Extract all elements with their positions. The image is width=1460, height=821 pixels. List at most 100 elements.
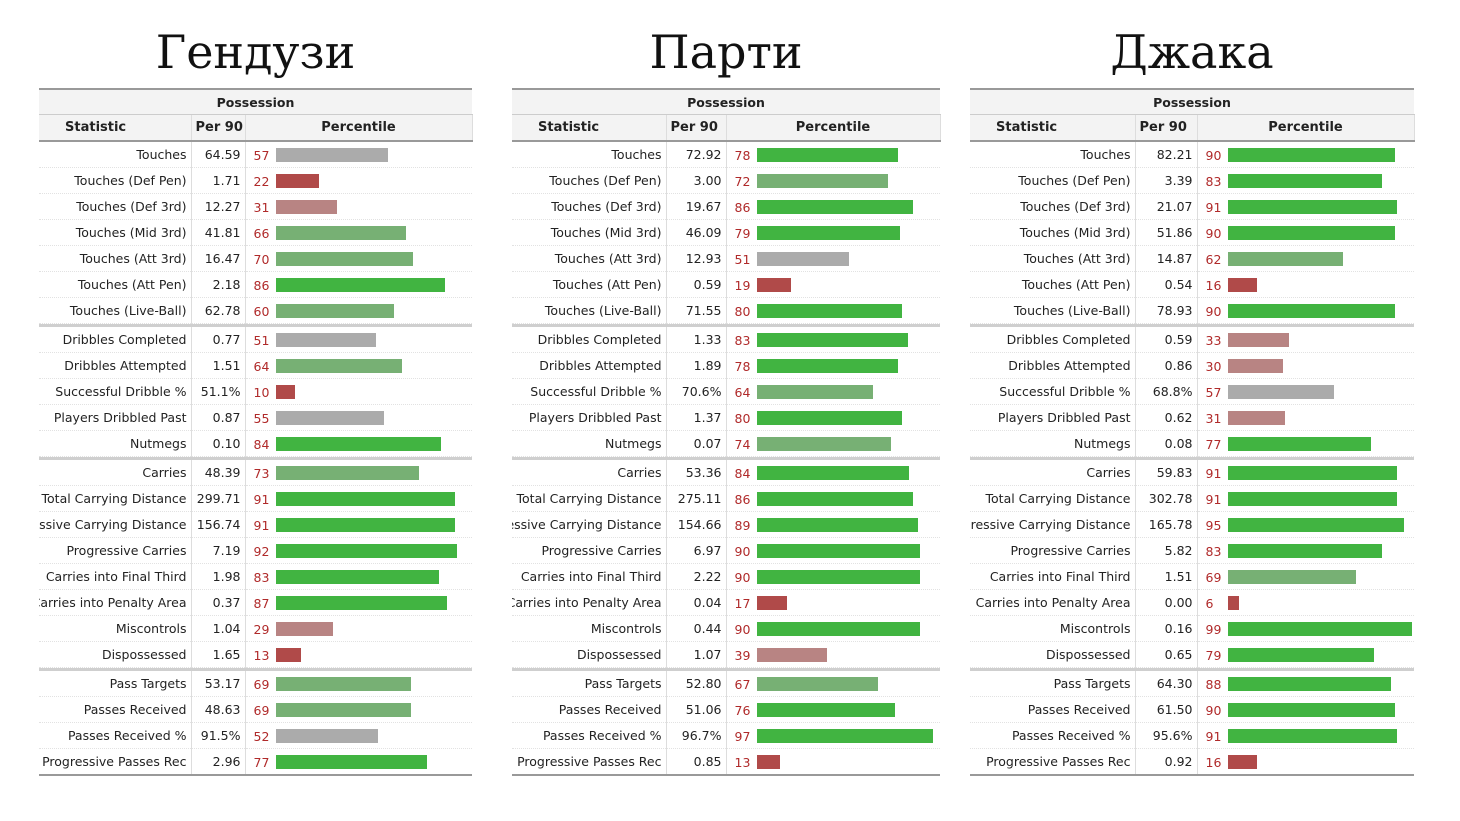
percentile-bar [275,569,439,584]
percentile-bar [756,465,910,480]
stat-row-progressive-carries: Progressive Carries 6.97 90 [512,537,940,564]
stat-label: Miscontrols [590,621,662,636]
percentile-bar [1227,595,1239,610]
percentile-bar [275,358,402,373]
percentile-value: 73 [253,465,270,481]
percentile-bar [275,595,447,610]
stat-row-touches-def-3rd: Touches (Def 3rd) 12.27 31 [39,193,472,220]
per90-value: 0.92 [1135,748,1198,776]
percentile-value: 90 [734,543,751,559]
percentile-value: 55 [253,410,270,426]
stat-label: Total Carrying Distance [516,491,662,506]
percentile-value: 80 [734,303,751,319]
percentile-bar [275,517,455,532]
per90-value: 0.87 [191,404,246,431]
percentile-value: 33 [1205,332,1222,348]
stat-label: Miscontrols [115,621,187,636]
stat-label: Touches (Mid 3rd) [550,225,662,240]
percentile-bar [1227,676,1392,691]
per90-value: 78.93 [1135,297,1198,324]
stat-row-dribbles-completed: Dribbles Completed 0.59 33 [970,327,1414,353]
per90-value: 0.62 [1135,404,1198,431]
percentile-value: 84 [734,465,751,481]
stat-row-touches: Touches 72.92 78 [512,141,940,168]
stat-row-carries-into-final-third: Carries into Final Third 1.51 69 [970,563,1414,590]
per90-value: 14.87 [1135,245,1198,272]
stat-label: Passes Received [558,702,662,717]
stat-row-carries-into-penalty-area: Carries into Penalty Area 0.00 6 [970,589,1414,616]
stat-row-passes-received: Passes Received % 95.6% 91 [970,722,1414,749]
per90-value: 1.04 [191,615,246,642]
percentile-value: 83 [734,332,751,348]
percentile-bar [1227,303,1395,318]
percentile-bar [1227,384,1334,399]
player-name-title: Джака [1110,25,1274,79]
stat-row-miscontrols: Miscontrols 0.44 90 [512,615,940,642]
per90-value: 0.00 [1135,589,1198,616]
per90-value: 64.30 [1135,671,1198,697]
stat-label: Pass Targets [584,676,662,691]
stat-row-dispossessed: Dispossessed 1.65 13 [39,641,472,668]
possession-stats-table: Possession Statistic Per 90 Percentile Touch… [39,88,473,776]
percentile-bar [1227,358,1284,373]
column-header-percentile: Percentile [726,114,941,142]
column-header-statistic: Statistic [970,114,1136,142]
percentile-value: 67 [734,676,751,692]
percentile-bar [275,303,394,318]
percentile-bar [275,728,378,743]
percentile-bar [1227,491,1397,506]
stat-label: Dribbles Completed [62,332,187,347]
percentile-bar [756,754,781,769]
per90-value: 156.74 [191,511,246,538]
stat-row-dribbles-completed: Dribbles Completed 0.77 51 [39,327,472,353]
stat-label: Successful Dribble % [55,384,187,399]
stat-label: Progressive Passes Rec [986,754,1131,769]
percentile-bar [1227,199,1397,214]
stat-label: Dribbles Attempted [1008,358,1131,373]
per90-value: 21.07 [1135,193,1198,220]
per90-value: 41.81 [191,219,246,246]
stat-row-carries-into-final-third: Carries into Final Third 1.98 83 [39,563,472,590]
stat-row-pass-targets: Pass Targets 64.30 88 [970,671,1414,697]
percentile-bar [275,491,455,506]
per90-value: 0.37 [191,589,246,616]
per90-value: 2.22 [666,563,727,590]
per90-value: 2.96 [191,748,246,776]
player-name-title: Парти [649,25,803,79]
per90-value: 72.92 [666,141,727,168]
stat-row-successful-dribble: Successful Dribble % 51.1% 10 [39,378,472,405]
percentile-value: 86 [253,277,270,293]
percentile-bar [756,676,879,691]
percentile-value: 17 [734,595,751,611]
stat-label: Carries [617,465,662,480]
percentile-bar [1227,728,1397,743]
stat-row-carries: Carries 48.39 73 [39,460,472,486]
stat-label: Passes Received [1027,702,1131,717]
per90-value: 0.10 [191,430,246,457]
percentile-bar [756,251,850,266]
percentile-value: 90 [734,569,751,585]
percentile-bar [756,595,788,610]
stat-row-passes-received: Passes Received % 96.7% 97 [512,722,940,749]
per90-value: 95.6% [1135,722,1198,749]
percentile-value: 90 [1205,702,1222,718]
percentile-bar [1227,277,1258,292]
stat-row-touches-att-pen: Touches (Att Pen) 2.18 86 [39,271,472,298]
stat-row-touches-att-3rd: Touches (Att 3rd) 12.93 51 [512,245,940,272]
per90-value: 59.83 [1135,460,1198,486]
percentile-bar [756,436,892,451]
stat-label: Touches (Att Pen) [552,277,662,292]
stat-label: Dribbles Completed [1006,332,1131,347]
per90-value: 165.78 [1135,511,1198,538]
percentile-value: 30 [1205,358,1222,374]
percentile-value: 66 [253,225,270,241]
stat-label: Progressive Carries [1010,543,1131,558]
stat-row-touches-def-3rd: Touches (Def 3rd) 21.07 91 [970,193,1414,220]
per90-value: 0.59 [666,271,727,298]
per90-value: 19.67 [666,193,727,220]
percentile-value: 86 [734,491,751,507]
stat-label: Successful Dribble % [999,384,1131,399]
percentile-value: 22 [253,173,270,189]
percentile-bar [275,147,388,162]
per90-value: 70.6% [666,378,727,405]
